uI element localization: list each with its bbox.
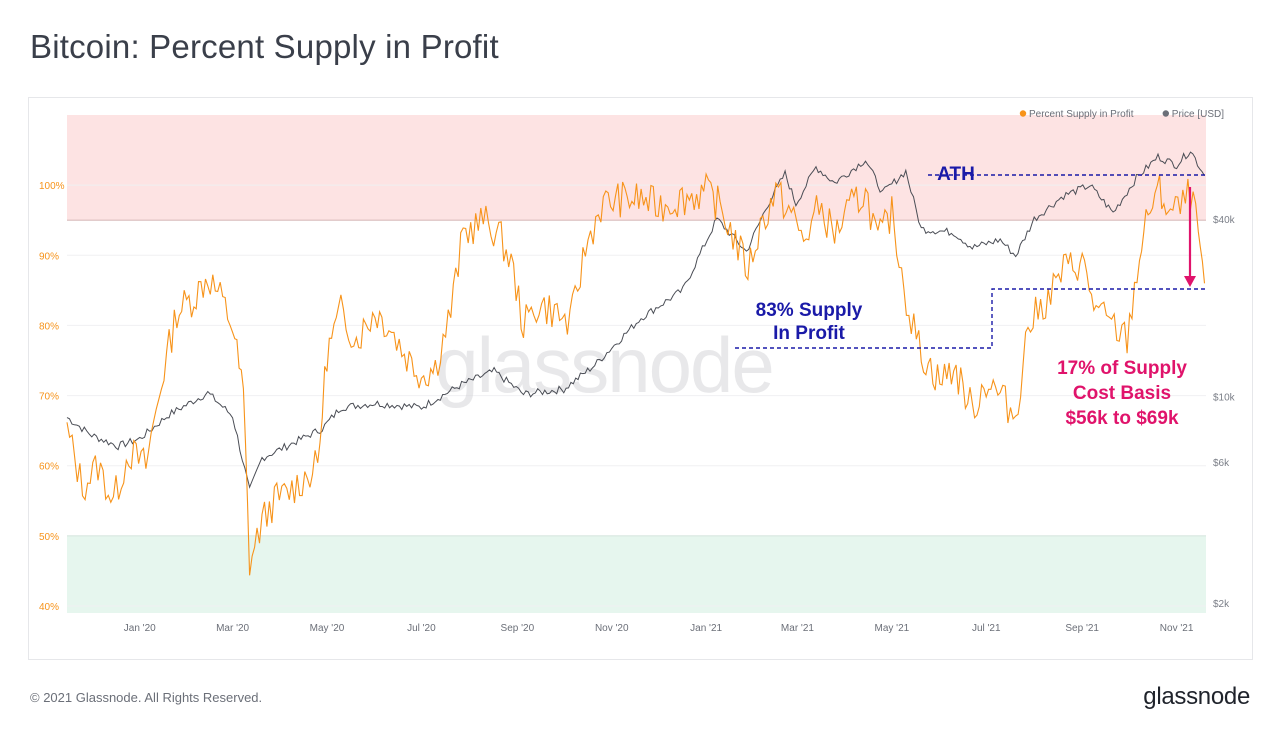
x-tick-label: Jan '20 (124, 623, 156, 634)
right-tick-label: $40k (1213, 215, 1236, 226)
left-tick-label: 60% (39, 462, 59, 473)
x-tick-label: Nov '21 (1160, 623, 1194, 634)
right-tick-label: $2k (1213, 599, 1230, 610)
left-tick-label: 90% (39, 251, 59, 262)
x-tick-label: May '21 (874, 623, 909, 634)
x-tick-label: Nov '20 (595, 623, 629, 634)
right-tick-label: $10k (1213, 393, 1236, 404)
cost-basis-arrow-head (1184, 276, 1196, 287)
x-tick-label: Mar '21 (781, 623, 814, 634)
left-tick-label: 40% (39, 602, 59, 613)
chart-frame: 40% 50% 60% 70% 80% 90% 100% $2k $6k $10k $40k Jan … (28, 97, 1253, 660)
band-capitulation (67, 535, 1206, 613)
price-series-line (66, 151, 1205, 489)
left-tick-label: 80% (39, 321, 59, 332)
x-tick-label: Jul '20 (407, 623, 436, 634)
x-tick-label: Sep '21 (1065, 623, 1099, 634)
annotation-supply83-line: In Profit (773, 323, 845, 344)
x-tick-label: May '20 (310, 623, 345, 634)
annotation-supply17-line: Cost Basis (1073, 383, 1171, 404)
legend-dot (1019, 110, 1027, 117)
annotation-ath-line: ATH (937, 164, 975, 185)
left-tick-label: 50% (39, 532, 59, 543)
annotation-supply17-line: 17% of Supply (1057, 358, 1187, 379)
band-euphoria (67, 115, 1206, 221)
watermark: glassnode (435, 321, 773, 409)
annotation-supply17-line: $56k to $69k (1065, 408, 1178, 429)
x-tick-label: Jan '21 (690, 623, 722, 634)
copyright-text: © 2021 Glassnode. All Rights Reserved. (30, 690, 263, 705)
percent-supply-chart: 40% 50% 60% 70% 80% 90% 100% $2k $6k $10k $40k Jan … (39, 109, 1236, 634)
x-tick-label: Jul '21 (972, 623, 1001, 634)
x-tick-label: Sep '20 (501, 623, 535, 634)
supply-in-profit-series-line (66, 171, 1206, 576)
legend-label: Percent Supply in Profit (1029, 109, 1134, 120)
left-tick-label: 100% (39, 181, 65, 192)
brand-logo: glassnode (1143, 683, 1250, 710)
supply-threshold-dashed-line (735, 288, 1206, 349)
legend-label: Price [USD] (1172, 109, 1224, 120)
left-tick-label: 70% (39, 392, 59, 403)
right-tick-label: $6k (1213, 458, 1230, 469)
annotation-supply83-line: 83% Supply (756, 300, 863, 321)
x-tick-label: Mar '20 (216, 623, 249, 634)
page-title: Bitcoin: Percent Supply in Profit (30, 28, 499, 65)
legend-dot (1162, 110, 1170, 117)
